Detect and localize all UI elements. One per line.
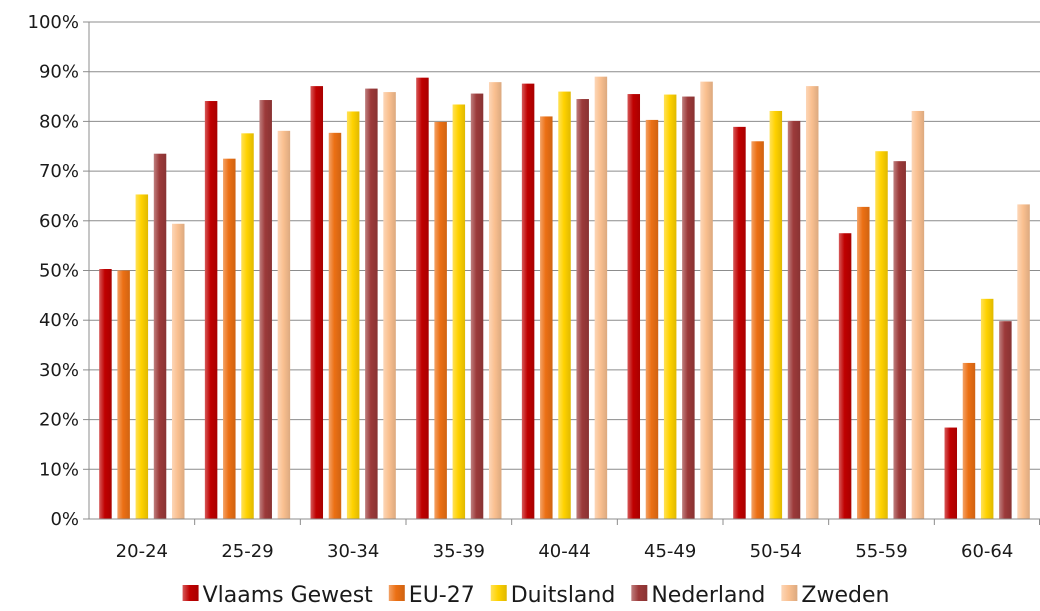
y-tick-label: 40% bbox=[39, 310, 79, 331]
bar-duitsland-45-49 bbox=[663, 94, 677, 519]
legend-label: EU-27 bbox=[409, 583, 475, 608]
legend-swatch bbox=[182, 585, 199, 601]
y-tick-label: 80% bbox=[39, 111, 79, 132]
bar-vlaams-gewest-25-29 bbox=[204, 101, 218, 519]
x-tick-label: 35-39 bbox=[433, 541, 485, 562]
x-tick-label: 20-24 bbox=[116, 541, 168, 562]
bars bbox=[99, 76, 1030, 520]
y-tick-label: 50% bbox=[39, 261, 79, 282]
bar-eu-27-25-29 bbox=[223, 158, 236, 520]
bar-zweden-35-39 bbox=[488, 82, 502, 520]
x-tick-label: 45-49 bbox=[644, 541, 696, 562]
bar-nederland-40-44 bbox=[576, 99, 589, 519]
bar-zweden-25-29 bbox=[277, 130, 291, 519]
legend-label: Duitsland bbox=[511, 583, 616, 608]
bar-eu-27-50-54 bbox=[751, 141, 764, 519]
bar-vlaams-gewest-35-39 bbox=[416, 77, 429, 519]
bar-duitsland-50-54 bbox=[769, 110, 783, 519]
x-tick-label: 30-34 bbox=[327, 541, 379, 562]
bar-zweden-50-54 bbox=[805, 86, 819, 519]
bar-vlaams-gewest-40-44 bbox=[521, 83, 535, 520]
x-tick-label: 60-64 bbox=[961, 541, 1013, 562]
legend-item-nederland: Nederland bbox=[631, 583, 765, 608]
bar-duitsland-25-29 bbox=[241, 133, 254, 519]
legend-label: Nederland bbox=[651, 583, 765, 608]
bar-vlaams-gewest-20-24 bbox=[99, 269, 112, 519]
legend-item-eu-27: EU-27 bbox=[388, 583, 475, 608]
bar-zweden-45-49 bbox=[700, 81, 713, 519]
x-tick-label: 25-29 bbox=[221, 541, 273, 562]
bar-duitsland-30-34 bbox=[346, 111, 360, 520]
bar-duitsland-40-44 bbox=[558, 91, 571, 519]
x-tick-label: 50-54 bbox=[750, 541, 802, 562]
bar-duitsland-35-39 bbox=[452, 104, 466, 519]
bar-eu-27-55-59 bbox=[857, 206, 870, 519]
legend-swatch bbox=[388, 585, 405, 601]
bar-eu-27-40-44 bbox=[540, 116, 553, 520]
legend-item-duitsland: Duitsland bbox=[490, 583, 616, 608]
bar-eu-27-35-39 bbox=[434, 121, 447, 519]
legend-label: Zweden bbox=[801, 583, 889, 608]
bar-vlaams-gewest-60-64 bbox=[944, 427, 958, 519]
bar-vlaams-gewest-55-59 bbox=[838, 233, 852, 519]
bar-zweden-30-34 bbox=[383, 92, 396, 520]
y-tick-label: 0% bbox=[50, 509, 79, 530]
y-tick-label: 20% bbox=[39, 410, 79, 431]
legend-swatch bbox=[490, 585, 507, 601]
bar-nederland-50-54 bbox=[787, 120, 801, 519]
bar-nederland-45-49 bbox=[682, 96, 695, 520]
bar-nederland-20-24 bbox=[153, 153, 167, 519]
bar-vlaams-gewest-30-34 bbox=[310, 86, 324, 519]
y-tick-label: 90% bbox=[39, 62, 79, 83]
bar-nederland-60-64 bbox=[999, 321, 1012, 519]
bar-vlaams-gewest-50-54 bbox=[733, 126, 746, 519]
bar-duitsland-20-24 bbox=[135, 194, 149, 520]
bar-nederland-30-34 bbox=[365, 88, 378, 520]
legend-swatch bbox=[631, 585, 648, 601]
bar-nederland-25-29 bbox=[259, 100, 272, 520]
y-tick-label: 100% bbox=[28, 12, 79, 33]
bar-zweden-55-59 bbox=[911, 110, 925, 519]
legend: Vlaams Gewest EU-27 Duitsland Nederland Zwed… bbox=[182, 583, 889, 608]
bar-duitsland-60-64 bbox=[980, 298, 994, 519]
legend-swatch bbox=[781, 585, 798, 601]
legend-label: Vlaams Gewest bbox=[203, 583, 374, 608]
bar-eu-27-20-24 bbox=[117, 270, 130, 519]
bar-zweden-60-64 bbox=[1017, 204, 1030, 520]
legend-item-vlaams-gewest: Vlaams Gewest bbox=[182, 583, 374, 608]
y-tick-label: 30% bbox=[39, 360, 79, 381]
x-tick-label: 55-59 bbox=[855, 541, 907, 562]
bar-eu-27-60-64 bbox=[962, 362, 976, 519]
y-tick-label: 70% bbox=[39, 161, 79, 182]
y-tick-label: 60% bbox=[39, 211, 79, 232]
bar-zweden-40-44 bbox=[594, 76, 608, 520]
bar-eu-27-45-49 bbox=[645, 119, 659, 519]
bar-vlaams-gewest-45-49 bbox=[627, 94, 641, 519]
x-tick-label: 40-44 bbox=[538, 541, 590, 562]
bar-zweden-20-24 bbox=[171, 223, 185, 520]
bar-eu-27-30-34 bbox=[328, 132, 342, 519]
axes: 0% 10% 20% 30% 40% 50% 60% 70% 80% 90% 100% 20-24 25… bbox=[28, 12, 1040, 562]
bar-duitsland-55-59 bbox=[875, 151, 888, 519]
legend-item-zweden: Zweden bbox=[781, 583, 889, 608]
y-tick-label: 10% bbox=[39, 459, 79, 480]
bar-nederland-55-59 bbox=[893, 161, 906, 519]
bar-nederland-35-39 bbox=[470, 93, 484, 520]
